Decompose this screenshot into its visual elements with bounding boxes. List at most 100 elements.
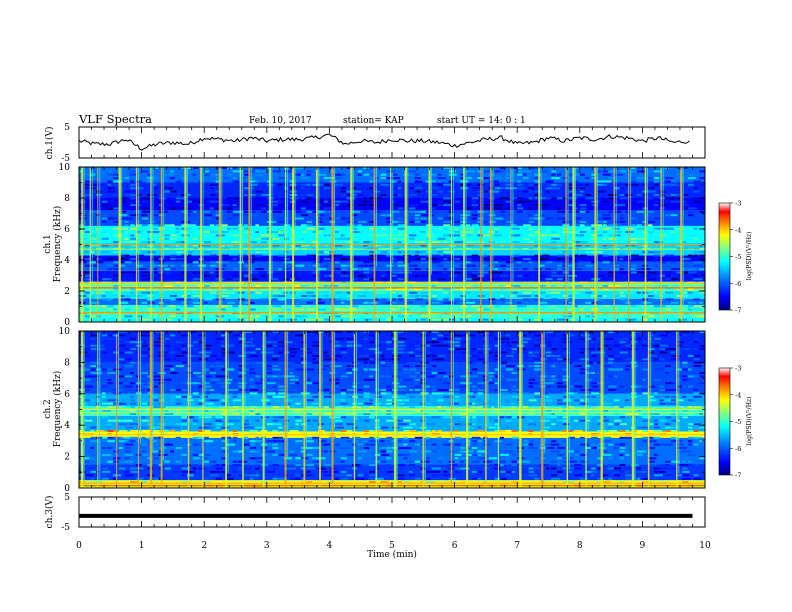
spectrogram-cell	[249, 170, 259, 173]
spectrogram-cell	[187, 368, 196, 371]
spectrogram-cell	[221, 177, 230, 180]
spectrogram-cell	[500, 436, 504, 439]
spectrogram-cell	[574, 447, 581, 449]
spectrogram-cell	[454, 337, 461, 340]
spectrogram-cell	[215, 358, 222, 361]
spectrogram-cell	[619, 385, 625, 388]
spectrogram-cell	[380, 183, 390, 186]
spectrogram-cell	[568, 334, 575, 337]
spectrogram-cell	[414, 436, 424, 439]
spectrogram-cell	[659, 261, 667, 264]
spectrogram-cell	[397, 251, 402, 254]
spectrogram-cell	[659, 409, 665, 412]
spectrogram-cell	[363, 348, 371, 351]
spectrogram-cell	[534, 392, 542, 395]
spectrogram-cell	[437, 443, 445, 446]
spectrogram-cell	[272, 464, 279, 467]
spectrogram-cell	[448, 244, 457, 247]
spectrogram-cell	[181, 351, 189, 354]
spectrogram-cell	[244, 224, 248, 227]
spectrogram-cell	[175, 251, 184, 254]
spectrogram-cell	[631, 288, 640, 291]
spectrogram-cell	[420, 481, 425, 484]
spectrogram-cell	[221, 291, 229, 294]
spectrogram-cell	[551, 467, 557, 470]
spectrogram-cell	[431, 241, 441, 244]
spectrogram-cell	[312, 358, 317, 361]
spectrogram-cell	[568, 200, 575, 203]
spectrogram-cell	[209, 207, 214, 210]
spectrogram-cell	[249, 254, 255, 257]
spectrogram-cell	[540, 214, 545, 217]
spectrogram-cell	[454, 334, 463, 337]
spectrogram-cell	[249, 261, 255, 264]
spectrogram-cell	[653, 358, 659, 361]
spectrogram-cell	[278, 187, 284, 190]
spectrogram-cell	[693, 284, 700, 287]
spectrogram-cell	[522, 200, 531, 203]
spectrogram-cell	[374, 244, 382, 247]
spectrogram-cell	[227, 210, 234, 213]
spectrogram-cell	[545, 187, 553, 190]
spectrogram-cell	[295, 409, 301, 412]
spectrogram-cell	[209, 204, 216, 207]
spectrogram-cell	[90, 348, 98, 351]
spectrogram-cell	[221, 402, 228, 405]
spectrogram-cell	[232, 412, 240, 415]
spectrogram-cell	[420, 399, 429, 402]
spectrogram-cell	[312, 254, 317, 257]
spectrogram-cell	[659, 305, 666, 308]
spectrogram-cell	[312, 318, 319, 321]
spectrogram-cell	[534, 470, 538, 473]
spectrogram-cell	[249, 194, 256, 196]
spectrogram-cell	[255, 348, 262, 351]
spectrogram-cell	[266, 194, 271, 196]
spectrogram-cell	[346, 460, 351, 463]
spectrogram-cell	[335, 460, 342, 463]
spectrogram-cell	[278, 227, 283, 230]
spectrogram-cell	[403, 453, 410, 456]
spectrogram-cell	[471, 453, 479, 456]
spectrogram-cell	[682, 318, 687, 321]
spectrogram-cell	[511, 447, 516, 449]
spectrogram-cell	[318, 392, 325, 395]
spectrogram-cell	[369, 474, 378, 477]
spectrogram-cell	[164, 291, 169, 294]
spectrogram-cell	[431, 194, 438, 196]
spectrogram-cell	[170, 368, 175, 371]
spectrogram-cell	[255, 254, 263, 257]
spectrogram-cell	[232, 264, 241, 267]
spectrogram-cell	[505, 190, 515, 193]
spectrogram-cell	[448, 402, 456, 405]
spectrogram-cell	[90, 453, 95, 456]
spectrogram-cell	[420, 173, 427, 176]
spectrogram-cell	[113, 251, 120, 254]
spectrogram-cell	[557, 453, 565, 456]
spectrogram-cell	[318, 167, 324, 169]
spectrogram-cell	[693, 474, 699, 477]
spectrogram-cell	[619, 187, 624, 190]
spectrogram-cell	[579, 231, 587, 233]
spectrogram-cell	[164, 244, 169, 247]
spectrogram-cell	[466, 264, 473, 267]
spectrogram-cell	[90, 334, 97, 337]
spectrogram-cell	[670, 460, 680, 463]
spectrogram-cell	[659, 361, 663, 364]
spectrogram-cell	[96, 231, 102, 233]
spectrogram-cell	[227, 264, 231, 267]
spectrogram-cell	[483, 217, 492, 220]
spectrogram-cell	[209, 224, 215, 227]
spectrogram-cell	[693, 341, 699, 344]
spectrogram-cell	[670, 180, 677, 183]
spectrogram-cell	[192, 368, 198, 371]
spectrogram-cell	[124, 450, 131, 453]
spectrogram-cell	[551, 305, 556, 308]
spectrogram-cell	[96, 372, 103, 374]
spectrogram-cell	[232, 268, 240, 271]
spectrogram-cell	[693, 389, 698, 391]
spectrogram-cell	[335, 204, 340, 207]
spectrogram-cell	[118, 358, 128, 361]
spectrogram-cell	[335, 241, 343, 244]
spectrogram-cell	[181, 412, 190, 415]
spectrogram-cell	[625, 295, 629, 297]
